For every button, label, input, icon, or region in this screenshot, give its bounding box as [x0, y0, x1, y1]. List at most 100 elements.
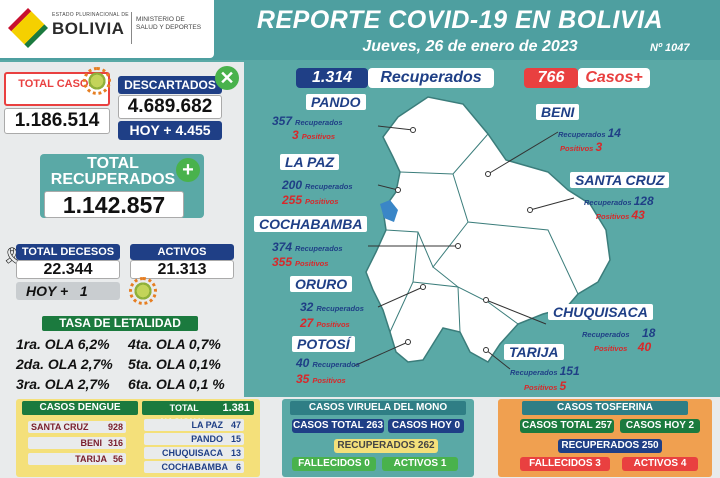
dengue-title: CASOS DENGUE: [22, 401, 138, 415]
viruela-hoy: CASOS HOY 0: [388, 419, 464, 433]
dengue-row: BENI 316: [28, 437, 126, 449]
logo-state-text: ESTADO PLURINACIONAL DE: [52, 12, 129, 18]
dept-santacruz-recuperados: Recuperados 128: [584, 194, 657, 208]
logo-ministry-text: MINISTERIO DE SALUD Y DEPORTES: [136, 16, 202, 31]
dept-chuquisaca-name: CHUQUISACA: [548, 304, 653, 320]
tosferina-title: CASOS TOSFERINA: [522, 401, 688, 415]
viruela-activos: ACTIVOS 1: [382, 457, 458, 471]
map-recuperados-count: 1.314: [296, 68, 368, 88]
tosferina-panel: CASOS TOSFERINA CASOS TOTAL 257 CASOS HO…: [498, 399, 712, 477]
dept-lapaz-rec-value: 200: [282, 178, 303, 192]
dept-potosi-pos-value: 35: [296, 372, 310, 386]
dept-tarija-rec-value: 151: [559, 364, 580, 378]
lake-titicaca: [380, 200, 398, 222]
dept-tarija-positivos: Positivos 5: [524, 379, 569, 393]
letalidad-row-3b: 6ta. OLA 0,1 %: [128, 376, 225, 392]
report-title: REPORTE COVID-19 EN BOLIVIA: [256, 6, 664, 34]
dengue-dept: BENI: [80, 438, 102, 448]
rec-word: Recuperados: [312, 360, 360, 369]
viruela-title: CASOS VIRUELA DEL MONO: [290, 401, 466, 415]
dept-tarija-name: TARIJA: [504, 344, 564, 360]
dept-tarija-recuperados: Recuperados 151: [510, 364, 583, 378]
dengue-total-value: 1.381: [222, 402, 250, 414]
dept-oruro-positivos: 27 Positivos: [300, 316, 350, 330]
map-recuperados-label: Recuperados: [368, 68, 494, 88]
pos-word: Positivos: [596, 212, 630, 221]
rec-word: Recuperados: [295, 118, 343, 127]
bolivia-map: [353, 96, 611, 370]
dengue-row: SANTA CRUZ 928: [28, 421, 126, 433]
dengue-row: LA PAZ 47: [144, 419, 244, 431]
tosferina-activos: ACTIVOS 4: [622, 457, 698, 471]
dept-oruro-pos-value: 27: [300, 316, 314, 330]
dept-oruro-recuperados: 32 Recuperados: [300, 300, 364, 314]
mourning-ribbon-icon: 🎗: [2, 248, 23, 265]
dengue-row: CHUQUISACA 13: [144, 447, 244, 459]
rec-word: Recuperados: [558, 130, 606, 139]
dengue-dept: SANTA CRUZ: [31, 422, 89, 432]
department-map-zone: 1.314 Recuperados 766 Casos+ PANDO 357 Re…: [248, 62, 720, 397]
dept-pando-recuperados: 357 Recuperados: [272, 114, 343, 128]
pos-word: Positivos: [301, 132, 336, 141]
rec-word: Recuperados: [305, 182, 353, 191]
total-decesos-label: TOTAL DECESOS: [16, 244, 120, 260]
dept-chuquisaca-rec-value: 18: [642, 326, 656, 340]
dengue-total-label: TOTAL NACIONAL: [160, 403, 208, 427]
total-casos-value: 1.186.514: [4, 108, 110, 134]
dept-chuquisaca-recuperados: Recuperados 18: [582, 326, 658, 340]
dengue-row: TARIJA 56: [28, 453, 126, 465]
report-number: Nº 1047: [650, 42, 690, 54]
dengue-value: 56: [112, 454, 123, 464]
pos-word: Positivos: [316, 320, 350, 329]
dept-cochabamba-positivos: 355 Positivos: [272, 255, 328, 269]
rec-word: Recuperados: [316, 304, 364, 313]
decesos-hoy-value: 1: [79, 283, 88, 299]
dept-cochabamba-recuperados: 374 Recuperados: [272, 240, 343, 254]
dept-cochabamba-rec-value: 374: [272, 240, 293, 254]
descartados-value: 4.689.682: [118, 95, 222, 119]
dept-santacruz-positivos: Positivos 43: [596, 208, 648, 222]
tosferina-hoy: CASOS HOY 2: [620, 419, 700, 433]
dengue-dept: PANDO: [191, 434, 223, 444]
dengue-dept: CHUQUISACA: [161, 448, 223, 458]
dept-potosi-recuperados: 40 Recuperados: [296, 356, 360, 370]
dept-beni-rec-value: 14: [607, 126, 621, 140]
dengue-dept: TARIJA: [75, 454, 107, 464]
tosferina-total: CASOS TOTAL 257: [520, 419, 614, 433]
virus-icon: [129, 277, 157, 305]
viruela-fallecidos: FALLECIDOS 0: [292, 457, 376, 471]
total-recuperados-label: TOTAL RECUPERADOS: [50, 155, 176, 188]
map-casos-label: Casos+: [578, 68, 650, 88]
logo-divider: [131, 12, 132, 44]
dengue-dept: LA PAZ: [191, 420, 223, 430]
total-decesos-value: 22.344: [16, 260, 120, 279]
dengue-value: 316: [107, 438, 123, 448]
rec-word: Recuperados: [584, 198, 632, 207]
viruela-total: CASOS TOTAL 263: [292, 419, 384, 433]
dept-beni-pos-value: 3: [595, 140, 603, 154]
dept-lapaz-pos-value: 255: [282, 193, 303, 207]
dept-pando-rec-value: 357: [272, 114, 293, 128]
close-circle-icon: ✕: [215, 66, 239, 90]
dengue-value: 928: [107, 422, 123, 432]
activos-label: ACTIVOS: [130, 244, 234, 260]
dept-oruro-name: ORURO: [290, 276, 353, 292]
dept-potosi-rec-value: 40: [296, 356, 310, 370]
dept-borders: [385, 133, 579, 333]
decesos-hoy: HOY + 1: [16, 282, 120, 300]
pos-word: Positivos: [312, 376, 346, 385]
pos-word: Positivos: [560, 144, 594, 153]
dengue-value: 15: [230, 434, 241, 444]
dept-beni-positivos: Positivos 3: [560, 140, 605, 154]
dengue-value: 6: [235, 462, 241, 472]
dept-oruro-rec-value: 32: [300, 300, 314, 314]
viruela-recuperados: RECUPERADOS 262: [334, 439, 438, 453]
bolivia-outline: [365, 96, 611, 363]
dept-chuquisaca-positivos: Positivos 40: [594, 340, 654, 354]
dept-santacruz-pos-value: 43: [631, 208, 645, 222]
dept-potosi-positivos: 35 Positivos: [296, 372, 346, 386]
activos-value: 21.313: [130, 260, 234, 279]
hoy-label: HOY +: [129, 122, 172, 138]
pos-word: Positivos: [295, 259, 329, 268]
letalidad-row-3a: 3ra. OLA 2,7%: [16, 376, 110, 392]
